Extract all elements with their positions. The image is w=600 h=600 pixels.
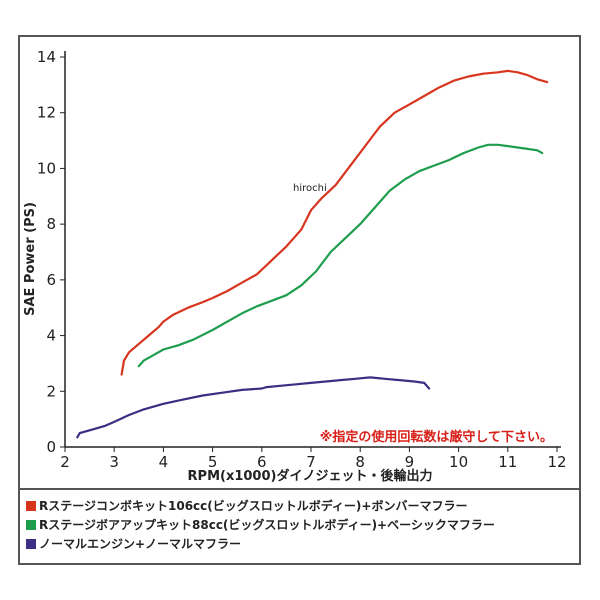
x-axis-title: RPM(x1000)ダイノジェット・後輪出力 xyxy=(188,468,433,484)
y-axis-title: SAE Power (PS) xyxy=(23,202,38,316)
y-tick-label: 12 xyxy=(37,104,56,122)
legend-label: Rステージボアアップキット88cc(ビッグスロットルボディー)+ベーシックマフラ… xyxy=(39,518,495,532)
x-tick-label: 7 xyxy=(306,453,316,471)
x-tick-label: 9 xyxy=(405,453,415,471)
y-tick-label: 8 xyxy=(46,215,56,233)
annotation-note: ※指定の使用回転数は厳守して下さい。 xyxy=(320,429,553,445)
x-tick-label: 8 xyxy=(355,453,365,471)
y-tick-label: 6 xyxy=(46,271,56,289)
series-line-1 xyxy=(120,69,549,376)
series-line-3 xyxy=(76,376,431,439)
x-tick-label: 11 xyxy=(498,453,517,471)
watermark: hirochi xyxy=(293,183,327,194)
legend-label: ノーマルエンジン+ノーマルマフラー xyxy=(39,537,242,551)
y-tick-label: 0 xyxy=(46,438,56,456)
y-tick-label: 2 xyxy=(46,382,56,400)
x-tick-label: 2 xyxy=(60,453,70,471)
series-layer xyxy=(76,69,549,439)
x-tick-label: 5 xyxy=(208,453,218,471)
y-tick-label: 4 xyxy=(46,327,56,345)
legend-swatch xyxy=(26,519,36,530)
legend-entry: Rステージボアアップキット88cc(ビッグスロットルボディー)+ベーシックマフラ… xyxy=(26,515,581,534)
series-line-2 xyxy=(137,143,544,368)
legend-entry: ノーマルエンジン+ノーマルマフラー xyxy=(26,534,581,553)
y-tick-label: 14 xyxy=(37,48,56,66)
x-tick-label: 10 xyxy=(449,453,468,471)
x-tick-label: 12 xyxy=(547,453,566,471)
legend: Rステージコンボキット106cc(ビッグスロットルボディー)+ボンバーマフラー … xyxy=(18,488,581,565)
legend-entry: Rステージコンボキット106cc(ビッグスロットルボディー)+ボンバーマフラー xyxy=(26,496,581,515)
legend-label: Rステージコンボキット106cc(ビッグスロットルボディー)+ボンバーマフラー xyxy=(39,499,468,513)
y-tick-label: 10 xyxy=(37,159,56,177)
chart-frame: 2 3 4 5 6 7 8 9 10 11 12 0 2 4 6 8 10 12 14 hirochi ※指定の使用… xyxy=(18,35,581,565)
x-tick-label: 6 xyxy=(257,453,267,471)
legend-swatch xyxy=(26,500,36,511)
x-tick-label: 4 xyxy=(159,453,169,471)
legend-swatch xyxy=(26,538,36,549)
x-tick-label: 3 xyxy=(109,453,119,471)
